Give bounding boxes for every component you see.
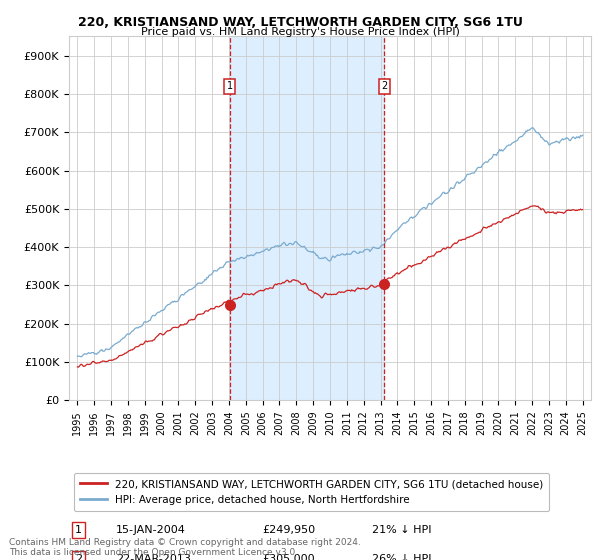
Text: £249,950: £249,950 — [262, 525, 315, 535]
Text: 220, KRISTIANSAND WAY, LETCHWORTH GARDEN CITY, SG6 1TU: 220, KRISTIANSAND WAY, LETCHWORTH GARDEN… — [77, 16, 523, 29]
Bar — [230, 36, 384, 400]
Text: 15-JAN-2004: 15-JAN-2004 — [116, 525, 186, 535]
Text: 21% ↓ HPI: 21% ↓ HPI — [372, 525, 431, 535]
Text: Contains HM Land Registry data © Crown copyright and database right 2024.
This d: Contains HM Land Registry data © Crown c… — [9, 538, 361, 557]
Text: 1: 1 — [227, 81, 233, 91]
Text: 2: 2 — [381, 81, 388, 91]
Legend: 220, KRISTIANSAND WAY, LETCHWORTH GARDEN CITY, SG6 1TU (detached house), HPI: Av: 220, KRISTIANSAND WAY, LETCHWORTH GARDEN… — [74, 473, 550, 511]
Text: 26% ↓ HPI: 26% ↓ HPI — [372, 554, 431, 560]
Text: 1: 1 — [75, 525, 82, 535]
Text: 2: 2 — [75, 554, 82, 560]
Text: £305,000: £305,000 — [262, 554, 315, 560]
Text: Price paid vs. HM Land Registry's House Price Index (HPI): Price paid vs. HM Land Registry's House … — [140, 27, 460, 37]
Text: 22-MAR-2013: 22-MAR-2013 — [116, 554, 191, 560]
